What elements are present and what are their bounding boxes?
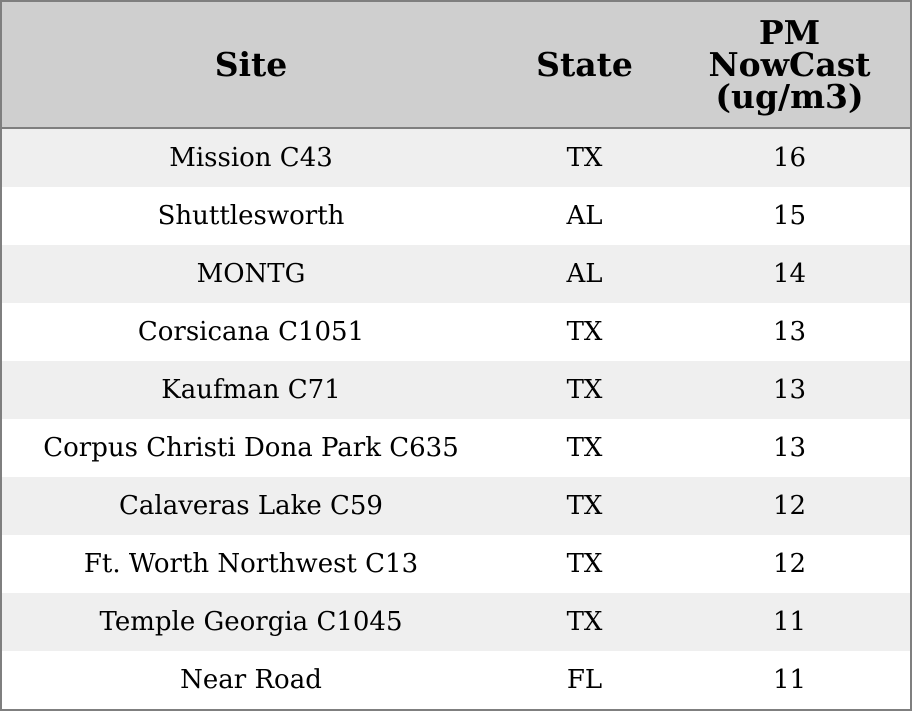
column-header-site: Site xyxy=(2,2,500,129)
header-line: Site xyxy=(214,44,288,84)
cell-state: TX xyxy=(500,361,669,419)
cell-pm-nowcast: 13 xyxy=(669,361,910,419)
cell-state: TX xyxy=(500,128,669,187)
header-line: PM xyxy=(758,12,821,52)
cell-state: TX xyxy=(500,419,669,477)
cell-site: Mission C43 xyxy=(2,128,500,187)
table-row: Calaveras Lake C59 TX 12 xyxy=(2,477,910,535)
header-line: State xyxy=(536,44,633,84)
cell-pm-nowcast: 11 xyxy=(669,651,910,709)
cell-site: Kaufman C71 xyxy=(2,361,500,419)
table-row: MONTG AL 14 xyxy=(2,245,910,303)
cell-pm-nowcast: 13 xyxy=(669,419,910,477)
cell-pm-nowcast: 13 xyxy=(669,303,910,361)
table-row: Temple Georgia C1045 TX 11 xyxy=(2,593,910,651)
cell-pm-nowcast: 12 xyxy=(669,535,910,593)
table-row: Ft. Worth Northwest C13 TX 12 xyxy=(2,535,910,593)
header-line: (ug/m3) xyxy=(715,76,864,116)
cell-site: MONTG xyxy=(2,245,500,303)
cell-state: FL xyxy=(500,651,669,709)
cell-state: TX xyxy=(500,477,669,535)
cell-pm-nowcast: 11 xyxy=(669,593,910,651)
cell-site: Ft. Worth Northwest C13 xyxy=(2,535,500,593)
cell-state: TX xyxy=(500,303,669,361)
header-line: NowCast xyxy=(708,44,871,84)
cell-site: Shuttlesworth xyxy=(2,187,500,245)
table-row: Near Road FL 11 xyxy=(2,651,910,709)
cell-pm-nowcast: 12 xyxy=(669,477,910,535)
cell-site: Corsicana C1051 xyxy=(2,303,500,361)
cell-state: AL xyxy=(500,245,669,303)
table-row: Kaufman C71 TX 13 xyxy=(2,361,910,419)
cell-pm-nowcast: 15 xyxy=(669,187,910,245)
table-row: Shuttlesworth AL 15 xyxy=(2,187,910,245)
cell-site: Near Road xyxy=(2,651,500,709)
cell-pm-nowcast: 16 xyxy=(669,128,910,187)
table-row: Corsicana C1051 TX 13 xyxy=(2,303,910,361)
cell-state: TX xyxy=(500,535,669,593)
header-row: Site State PM NowCast (ug/m3) xyxy=(2,2,910,129)
table-row: Corpus Christi Dona Park C635 TX 13 xyxy=(2,419,910,477)
cell-state: AL xyxy=(500,187,669,245)
cell-state: TX xyxy=(500,593,669,651)
table-row: Mission C43 TX 16 xyxy=(2,128,910,187)
column-header-pm-nowcast: PM NowCast (ug/m3) xyxy=(669,2,910,129)
cell-site: Corpus Christi Dona Park C635 xyxy=(2,419,500,477)
cell-site: Calaveras Lake C59 xyxy=(2,477,500,535)
cell-pm-nowcast: 14 xyxy=(669,245,910,303)
cell-site: Temple Georgia C1045 xyxy=(2,593,500,651)
column-header-state: State xyxy=(500,2,669,129)
